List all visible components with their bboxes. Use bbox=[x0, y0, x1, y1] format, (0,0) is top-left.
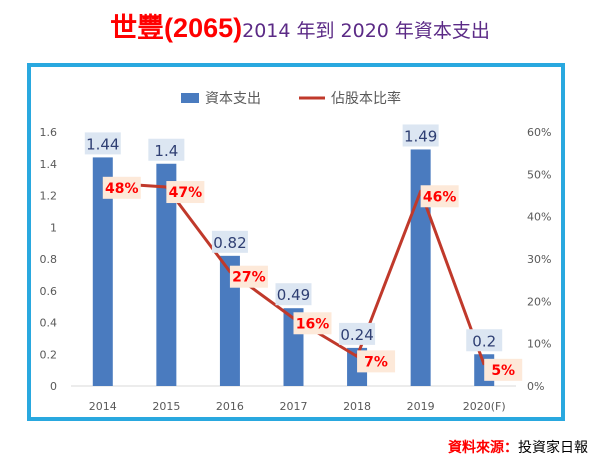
bar-data-label: 1.49 bbox=[404, 127, 437, 145]
chart-svg: 資本支出 佔股本比率 0 0.2 0.4 0.6 0.8 1 1.2 1.4 1.6 0% 10% 20%… bbox=[40, 90, 552, 413]
line-data-label: 16% bbox=[296, 316, 330, 332]
y-right-tick-label: 20% bbox=[527, 295, 551, 308]
line-data-label: 46% bbox=[423, 189, 457, 205]
chart-title: 世豐(2065)2014 年到 2020 年資本支出 bbox=[0, 6, 600, 45]
y-left-tick-label: 0.8 bbox=[40, 253, 58, 266]
line-data-label-bg bbox=[102, 176, 141, 199]
bar-data-label-bg bbox=[211, 230, 248, 253]
y-left-tick-label: 0.2 bbox=[40, 348, 58, 361]
x-tick-label: 2017 bbox=[280, 400, 308, 413]
x-tick-label: 2019 bbox=[407, 400, 435, 413]
line-data-label-bg bbox=[229, 265, 268, 288]
bar bbox=[410, 149, 431, 386]
bar bbox=[219, 255, 240, 386]
bar-data-label-bg bbox=[148, 138, 185, 161]
title-company: 世豐(2065) bbox=[110, 13, 243, 43]
line-data-label-bg bbox=[357, 350, 396, 373]
line-data-label: 7% bbox=[364, 354, 388, 370]
bar-data-label: 0.49 bbox=[277, 286, 310, 304]
bar-data-label-bg bbox=[84, 132, 121, 155]
bar bbox=[92, 157, 113, 386]
bar-data-label: 0.82 bbox=[213, 234, 246, 252]
line-data-label-bg bbox=[484, 358, 523, 381]
y-left-tick-label: 1.6 bbox=[40, 126, 58, 139]
y-right-tick-label: 50% bbox=[527, 168, 551, 181]
source-label: 資料來源： bbox=[448, 440, 518, 456]
x-tick-label: 2020(F) bbox=[463, 400, 506, 413]
y-left-tick-label: 1.2 bbox=[40, 190, 58, 203]
line-data-label: 48% bbox=[105, 181, 139, 197]
line-data-label-bg bbox=[420, 185, 459, 208]
y-left-tick-label: 1.4 bbox=[40, 158, 58, 171]
legend-label-bar: 資本支出 bbox=[205, 91, 261, 107]
line-data-label: 5% bbox=[491, 363, 515, 379]
y-left-tick-label: 0 bbox=[50, 380, 57, 393]
line-data-label-bg bbox=[293, 312, 332, 335]
bar-data-label: 1.44 bbox=[86, 135, 119, 153]
chart-frame: 資本支出 佔股本比率 0 0.2 0.4 0.6 0.8 1 1.2 1.4 1.6 0% 10% 20%… bbox=[27, 63, 565, 421]
source-note: 資料來源：投資家日報 bbox=[448, 437, 588, 457]
line-data-label: 47% bbox=[169, 185, 203, 201]
y-left-tick-label: 1 bbox=[50, 221, 57, 234]
x-tick-label: 2018 bbox=[343, 400, 371, 413]
y-right-tick-label: 30% bbox=[527, 253, 551, 266]
line-data-label: 27% bbox=[232, 270, 266, 286]
y-left-tick-label: 0.4 bbox=[40, 317, 58, 330]
source-name: 投資家日報 bbox=[518, 440, 588, 456]
title-subtitle: 2014 年到 2020 年資本支出 bbox=[242, 20, 490, 42]
y-right-tick-label: 40% bbox=[527, 211, 551, 224]
legend-swatch-bar bbox=[181, 93, 199, 103]
y-right-tick-label: 10% bbox=[527, 338, 551, 351]
bar-data-label-bg bbox=[466, 329, 503, 352]
x-tick-label: 2014 bbox=[89, 400, 117, 413]
bar-data-label: 1.4 bbox=[154, 142, 178, 160]
bar-data-label-bg bbox=[275, 283, 312, 306]
legend-label-line: 佔股本比率 bbox=[331, 90, 401, 107]
bar-data-label-bg bbox=[402, 124, 439, 147]
y-left-tick-label: 0.6 bbox=[40, 285, 58, 298]
bar-data-label-bg bbox=[339, 322, 376, 345]
y-right-tick-label: 0% bbox=[527, 380, 544, 393]
bar-data-label: 0.2 bbox=[472, 332, 496, 350]
bar-data-label: 0.24 bbox=[340, 326, 373, 344]
bar bbox=[156, 163, 177, 386]
line-data-label-bg bbox=[166, 181, 205, 204]
x-tick-label: 2015 bbox=[152, 400, 180, 413]
x-tick-label: 2016 bbox=[216, 400, 244, 413]
y-right-tick-label: 60% bbox=[527, 126, 551, 139]
